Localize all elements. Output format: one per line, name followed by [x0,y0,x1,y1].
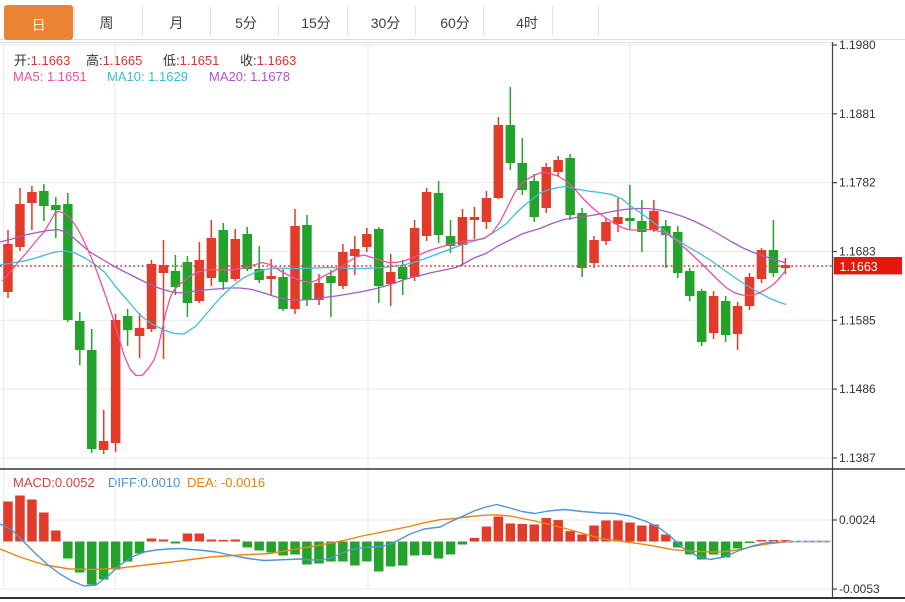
svg-text:1.1881: 1.1881 [839,107,876,121]
svg-text:-0.0053: -0.0053 [839,582,880,596]
svg-text:1.1683: 1.1683 [839,245,876,259]
svg-text:1.1387: 1.1387 [839,451,876,465]
svg-text:1.1782: 1.1782 [839,176,876,190]
svg-text:1.1585: 1.1585 [839,313,876,327]
svg-text:1.1663: 1.1663 [840,260,878,274]
svg-text:1.1486: 1.1486 [839,382,876,396]
svg-text:0.0024: 0.0024 [839,513,876,527]
svg-text:1.1980: 1.1980 [839,38,876,52]
